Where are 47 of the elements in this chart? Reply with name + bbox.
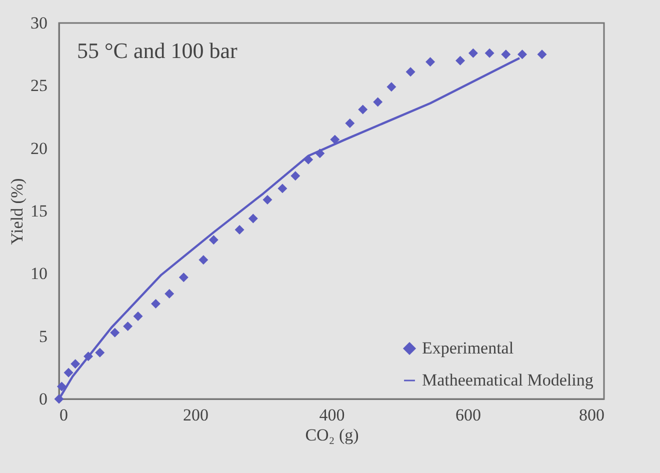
point: [484, 48, 494, 58]
point: [518, 50, 527, 60]
point: [278, 184, 288, 194]
x-tick-label: 200: [183, 406, 208, 424]
point: [208, 235, 218, 245]
point: [406, 67, 416, 77]
point: [95, 348, 105, 358]
point: [178, 272, 188, 282]
legend-label: Experimental: [422, 338, 514, 358]
point: [330, 134, 340, 144]
point: [386, 82, 396, 92]
point: [110, 328, 120, 338]
annotation: 55 °C and 100 bar: [77, 38, 238, 63]
point: [468, 48, 478, 58]
point: [426, 57, 436, 67]
legend-label: Matheematical Modeling: [422, 370, 594, 390]
point: [248, 214, 258, 224]
y-tick-label: 30: [30, 14, 48, 32]
point: [198, 255, 208, 265]
x-tick-label: 400: [319, 406, 345, 424]
point: [537, 50, 547, 60]
point: [234, 225, 244, 235]
y-tick-label: 5: [39, 326, 48, 346]
point: [456, 56, 465, 66]
point: [373, 97, 383, 107]
point: [123, 322, 133, 332]
x-tick-label: 0: [60, 406, 68, 424]
y-tick-label: 0: [39, 390, 48, 408]
y-axis-title: Yield (%): [8, 178, 26, 245]
point: [262, 194, 272, 204]
point: [501, 50, 511, 60]
y-tick-label: 10: [30, 264, 48, 284]
point: [150, 299, 160, 308]
point: [164, 288, 174, 298]
x-tick-label: 800: [579, 406, 604, 424]
point: [64, 368, 74, 378]
y-tick-label: 15: [30, 202, 48, 220]
point: [56, 382, 66, 392]
point: [133, 312, 143, 322]
x-axis-title: CO₂ (g): [305, 426, 359, 444]
point: [358, 104, 368, 114]
point: [70, 359, 80, 369]
y-tick-label: 25: [30, 76, 48, 96]
point: [345, 118, 355, 128]
point: [290, 171, 300, 181]
x-tick-label: 600: [456, 406, 481, 424]
y-tick-label: 20: [30, 138, 48, 158]
